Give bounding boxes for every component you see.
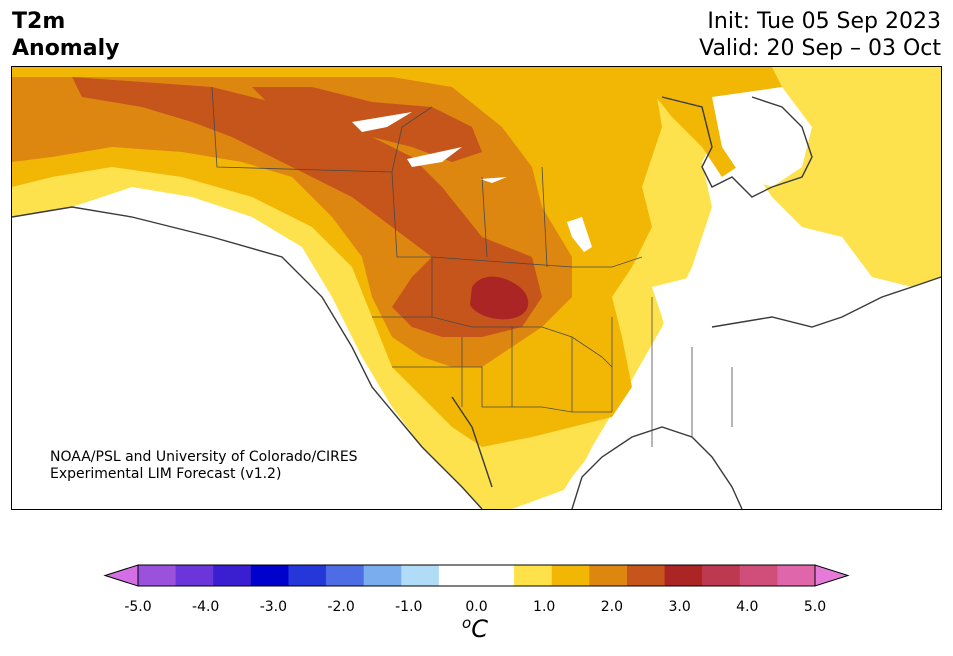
valid-range: Valid: 20 Sep – 03 Oct bbox=[699, 36, 941, 61]
water-great-lakes-region bbox=[652, 272, 832, 447]
map-title-line1: T2m bbox=[12, 9, 66, 34]
colorbar-right-arrow bbox=[814, 564, 850, 587]
water-pacific bbox=[12, 207, 462, 509]
colorbar-swatch bbox=[363, 565, 402, 586]
colorbar-swatch bbox=[438, 565, 477, 586]
map-title-line2: Anomaly bbox=[12, 36, 120, 61]
colorbar-unit-letter: C bbox=[471, 615, 488, 643]
colorbar-tick-label: 4.0 bbox=[736, 599, 759, 615]
colorbar-swatch bbox=[777, 565, 816, 586]
map-canvas bbox=[12, 67, 941, 509]
credit-line2: Experimental LIM Forecast (v1.2) bbox=[50, 466, 282, 482]
colorbar-swatch bbox=[664, 565, 703, 586]
credit-line1: NOAA/PSL and University of Colorado/CIRE… bbox=[50, 449, 358, 465]
colorbar-swatch bbox=[213, 565, 252, 586]
colorbar-tick-label: -5.0 bbox=[124, 599, 152, 615]
lake-great-slave bbox=[407, 147, 462, 167]
colorbar-swatch bbox=[739, 565, 778, 586]
lake-athabasca bbox=[480, 177, 507, 183]
colorbar-tick-label: -3.0 bbox=[259, 599, 288, 615]
colorbar-left-arrow bbox=[103, 564, 139, 587]
lake-winnipeg bbox=[567, 217, 592, 252]
colorbar-unit-degree: o bbox=[462, 614, 472, 632]
colorbar-swatch bbox=[702, 565, 741, 586]
lake-great-bear bbox=[352, 112, 412, 132]
colorbar-swatch bbox=[326, 565, 365, 586]
init-date: Init: Tue 05 Sep 2023 bbox=[707, 9, 941, 34]
political-borders bbox=[211, 86, 733, 447]
anomaly-map: NOAA/PSL and University of Colorado/CIRE… bbox=[11, 66, 942, 510]
colorbar-swatch bbox=[175, 565, 214, 586]
colorbar-swatch bbox=[476, 565, 515, 586]
colorbar-tick-label: 5.0 bbox=[803, 599, 827, 615]
forecast-dates: Init: Tue 05 Sep 2023 Valid: 20 Sep – 03… bbox=[699, 8, 941, 62]
colorbar-swatch bbox=[138, 565, 177, 586]
colorbar-tick-label: 3.0 bbox=[668, 599, 691, 615]
colorbar-tick-label: 2.0 bbox=[600, 599, 624, 615]
coastlines bbox=[12, 96, 941, 509]
colorbar-swatch bbox=[288, 565, 327, 586]
credit-text: NOAA/PSL and University of Colorado/CIRE… bbox=[50, 449, 358, 483]
colorbar-swatch bbox=[401, 565, 440, 586]
colorbar-swatch bbox=[589, 565, 628, 586]
colorbar-swatch bbox=[551, 565, 590, 586]
colorbar-tick-label: 0.0 bbox=[465, 599, 488, 615]
colorbar-swatch bbox=[626, 565, 666, 586]
colorbar bbox=[103, 564, 850, 587]
map-title: T2m Anomaly bbox=[12, 8, 119, 62]
anomaly-fill-dark-orange bbox=[72, 77, 542, 337]
anomaly-fill-red bbox=[470, 276, 529, 320]
colorbar-tick-label: -4.0 bbox=[192, 599, 220, 615]
colorbar-frame bbox=[137, 564, 816, 587]
colorbar-tick-label: 1.0 bbox=[533, 599, 556, 615]
colorbar-unit: oC bbox=[462, 614, 488, 643]
colorbar-swatch bbox=[514, 565, 553, 586]
colorbar-tick-label: -1.0 bbox=[395, 599, 423, 615]
water-atlantic bbox=[772, 287, 941, 509]
colorbar-swatch bbox=[250, 565, 289, 586]
colorbar-tick-label: -2.0 bbox=[327, 599, 355, 615]
colorbar-swatches bbox=[138, 565, 816, 586]
